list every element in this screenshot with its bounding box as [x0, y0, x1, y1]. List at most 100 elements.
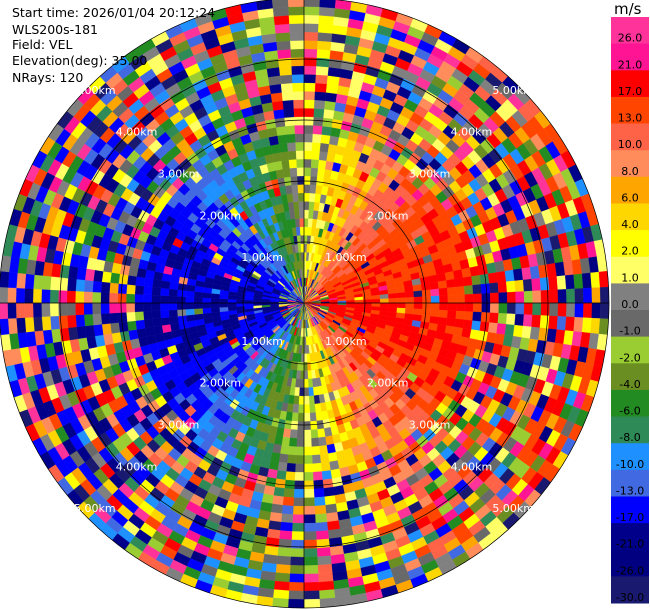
ppi-gate — [317, 428, 326, 438]
ppi-gate — [556, 275, 567, 290]
ppi-gate — [303, 421, 311, 431]
ppi-gate — [303, 218, 309, 228]
ppi-gate — [299, 378, 305, 388]
ppi-gate — [303, 488, 315, 499]
ppi-gate — [41, 275, 52, 290]
ppi-gate — [160, 280, 171, 289]
ppi-gate — [7, 287, 17, 304]
ppi-gate — [273, 580, 290, 591]
ppi-gate — [294, 133, 305, 143]
ppi-gate — [303, 99, 315, 109]
ppi-gate — [303, 91, 316, 101]
colorbar-tick-label: 17.0 — [618, 85, 643, 98]
ppi-gate — [236, 299, 245, 304]
colorbar-tick-label: -21.0 — [616, 538, 644, 551]
ppi-gate — [277, 134, 288, 145]
ppi-gate — [66, 278, 77, 292]
ppi-gate — [298, 395, 305, 405]
ppi-gate — [319, 453, 330, 464]
ppi-gate — [24, 302, 34, 318]
nrays-text: NRays: 120 — [12, 70, 84, 85]
ppi-gate — [135, 276, 146, 287]
ppi-gate — [379, 293, 389, 300]
ppi-gate — [285, 184, 293, 195]
ppi-gate — [591, 302, 601, 319]
ppi-gate — [303, 226, 309, 236]
ppi-gate — [314, 91, 327, 101]
start-time-text: Start time: 2026/01/04 20:12:24 — [12, 5, 216, 20]
ppi-gate — [489, 302, 500, 314]
ppi-gate — [317, 564, 333, 574]
ppi-gate — [513, 268, 524, 282]
ppi-gate — [152, 278, 162, 289]
range-ring-label: 5.00km — [74, 502, 116, 515]
ppi-gate — [307, 370, 313, 380]
ppi-gate — [299, 218, 305, 228]
ppi-gate — [318, 23, 334, 34]
ppi-gate — [303, 107, 315, 118]
ppi-gate — [565, 274, 575, 290]
ppi-gate — [318, 572, 334, 583]
ppi-gate — [283, 176, 292, 186]
ppi-gate — [303, 235, 308, 244]
ppi-gate — [471, 275, 482, 286]
ppi-gate — [287, 0, 305, 8]
ppi-gate — [292, 505, 305, 515]
ppi-gate — [273, 486, 285, 497]
ppi-gate — [279, 445, 290, 455]
ppi-gate — [354, 299, 364, 304]
ppi-gate — [50, 315, 60, 330]
ppi-gate — [274, 572, 290, 583]
ppi-gate — [66, 314, 77, 328]
ppi-gate — [276, 470, 287, 481]
ppi-gate — [278, 57, 292, 68]
ppi-gate — [396, 297, 406, 304]
ppi-gate — [109, 312, 119, 324]
ppi-gate — [271, 597, 289, 608]
ppi-gate — [292, 192, 299, 203]
ppi-gate — [498, 302, 508, 314]
ppi-gate — [58, 277, 69, 291]
elevation-text: Elevation(deg): 35.00 — [12, 53, 148, 68]
ppi-gate — [318, 15, 335, 26]
ppi-gate — [504, 269, 515, 282]
ppi-gate — [323, 109, 335, 120]
ppi-gate — [327, 452, 338, 463]
ppi-gate — [298, 201, 305, 211]
ppi-gate — [92, 302, 102, 315]
ppi-gate — [321, 470, 332, 481]
ppi-gate — [289, 573, 305, 583]
ppi-gate — [126, 311, 136, 322]
ppi-gate — [100, 313, 111, 325]
colorbar-tick-label: -8.0 — [619, 431, 640, 444]
ppi-gate — [92, 291, 102, 304]
ppi-gate — [303, 133, 314, 143]
ppi-gate — [583, 287, 593, 304]
ppi-gate — [194, 313, 204, 321]
ppi-gate — [303, 0, 321, 8]
ppi-gate — [539, 277, 550, 291]
ppi-gate — [447, 286, 457, 296]
ppi-gate — [169, 316, 179, 325]
ppi-gate — [41, 316, 52, 331]
ppi-gate — [489, 312, 499, 324]
ppi-gate — [50, 276, 60, 291]
ppi-gate — [456, 294, 466, 304]
ppi-gate — [303, 514, 316, 524]
ppi-gate — [289, 167, 298, 177]
ppi-gate — [303, 184, 311, 194]
ppi-gate — [291, 65, 305, 75]
ppi-gate — [303, 82, 316, 92]
ppi-gate — [430, 295, 440, 304]
ppi-gate — [287, 454, 297, 464]
ppi-gate — [446, 317, 456, 328]
ppi-gate — [92, 313, 102, 326]
range-ring-label: 3.00km — [409, 419, 451, 432]
ppi-gate — [574, 288, 584, 304]
ppi-gate — [75, 302, 85, 316]
ppi-gate — [303, 167, 312, 177]
ppi-gate — [143, 318, 154, 329]
ppi-gate — [290, 175, 298, 186]
ppi-gate — [266, 66, 281, 78]
ppi-gate — [523, 290, 533, 304]
